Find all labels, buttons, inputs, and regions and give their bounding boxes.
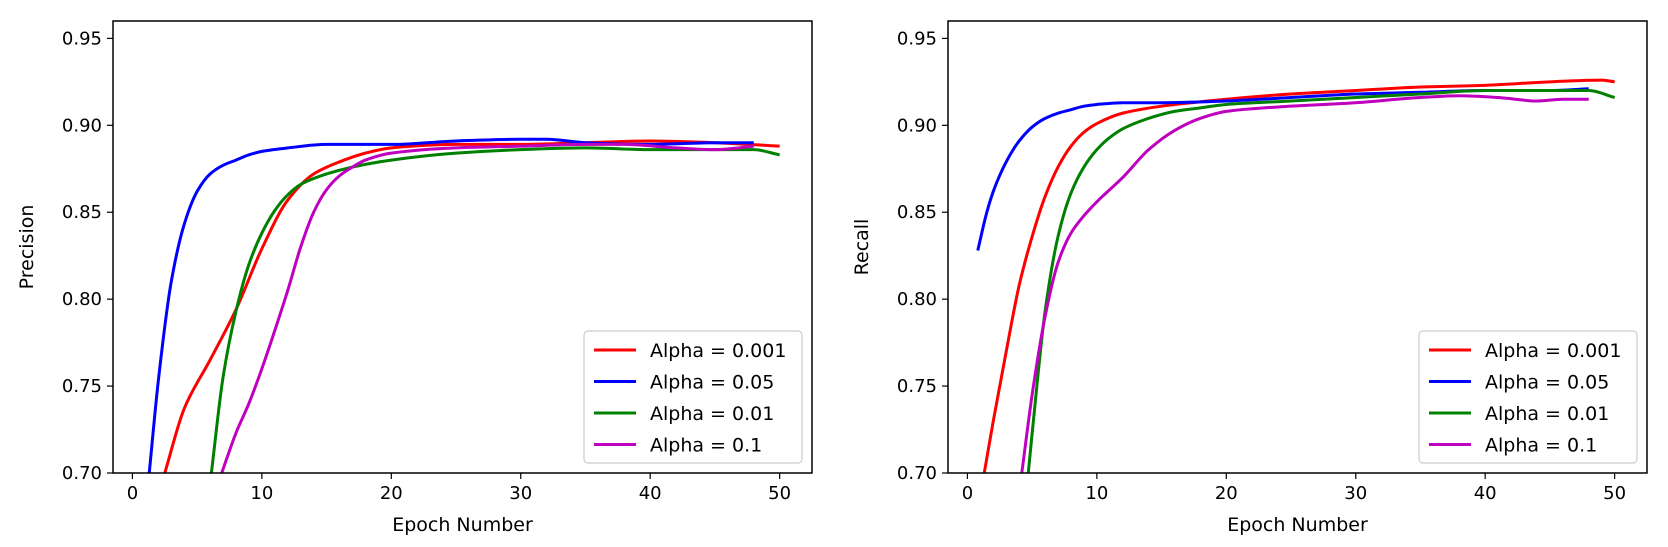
recall-plot-frame — [947, 20, 1648, 474]
precision-y-tick-label: 0.85 — [62, 202, 102, 223]
precision-x-tick-label: 40 — [639, 483, 662, 504]
recall-y-tick-label: 0.85 — [897, 202, 937, 223]
precision-chart: 0 10 20 30 40 50 0.70 0.75 0.80 0.85 0.90 0.95 Epoch… — [16, 20, 813, 536]
precision-x-tick-label: 20 — [380, 483, 403, 504]
recall-y-tick-label: 0.80 — [897, 289, 937, 310]
recall-series-line-2 — [1026, 89, 1616, 473]
recall-chart: 0 10 20 30 40 50 0.70 0.75 0.80 0.85 0.90 0.95 Epoch… — [851, 20, 1648, 536]
precision-series-group — [147, 137, 780, 473]
precision-y-tick-label: 0.75 — [62, 376, 102, 397]
precision-x-tick-label: 50 — [768, 483, 791, 504]
precision-legend-box — [583, 330, 803, 464]
precision-y-tick-label: 0.90 — [62, 115, 102, 136]
recall-y-tick-label: 0.75 — [897, 376, 937, 397]
precision-x-axis-label: Epoch Number — [392, 514, 533, 536]
recall-x-tick-label: 40 — [1474, 483, 1497, 504]
precision-x-tick-label: 30 — [509, 483, 532, 504]
precision-y-tick-label: 0.80 — [62, 289, 102, 310]
recall-y-tick-label: 0.95 — [897, 28, 937, 49]
recall-x-tick-label: 50 — [1603, 483, 1626, 504]
recall-x-axis-label: Epoch Number — [1227, 514, 1368, 536]
precision-legend-label-0: Alpha = 0.001 — [650, 340, 786, 362]
recall-legend-label-0: Alpha = 0.001 — [1485, 340, 1621, 362]
precision-y-axis-label: Precision — [16, 205, 38, 290]
precision-legend-label-2: Alpha = 0.01 — [650, 403, 774, 425]
recall-series-group — [976, 78, 1616, 473]
precision-y-tick-label: 0.70 — [62, 463, 102, 484]
precision-legend: Alpha = 0.001 Alpha = 0.05 Alpha = 0.01 Alp… — [583, 330, 803, 464]
recall-legend-label-1: Alpha = 0.05 — [1485, 372, 1609, 394]
precision-x-tick-label: 10 — [250, 483, 273, 504]
recall-y-tick-label: 0.70 — [897, 463, 937, 484]
recall-series-line-1 — [976, 87, 1589, 251]
recall-legend-label-3: Alpha = 0.1 — [1485, 435, 1597, 457]
recall-x-tick-label: 0 — [962, 483, 973, 504]
precision-x-tick-label: 0 — [127, 483, 138, 504]
precision-series-line-3 — [220, 142, 754, 473]
recall-series-line-0 — [982, 78, 1615, 473]
recall-x-tick-label: 20 — [1215, 483, 1238, 504]
recall-legend: Alpha = 0.001 Alpha = 0.05 Alpha = 0.01 Alp… — [1418, 330, 1638, 464]
precision-plot-frame — [112, 20, 813, 474]
recall-x-tick-label: 30 — [1344, 483, 1367, 504]
precision-series-line-1 — [147, 137, 754, 473]
precision-series-line-2 — [209, 146, 780, 473]
precision-legend-label-1: Alpha = 0.05 — [650, 372, 774, 394]
recall-legend-box — [1418, 330, 1638, 464]
recall-x-tick-label: 10 — [1085, 483, 1108, 504]
precision-y-tick-label: 0.95 — [62, 28, 102, 49]
recall-series-line-3 — [1020, 94, 1589, 473]
recall-legend-label-2: Alpha = 0.01 — [1485, 403, 1609, 425]
recall-y-tick-label: 0.90 — [897, 115, 937, 136]
precision-series-line-0 — [163, 139, 780, 473]
recall-y-axis-label: Recall — [851, 219, 873, 276]
precision-legend-label-3: Alpha = 0.1 — [650, 435, 762, 457]
